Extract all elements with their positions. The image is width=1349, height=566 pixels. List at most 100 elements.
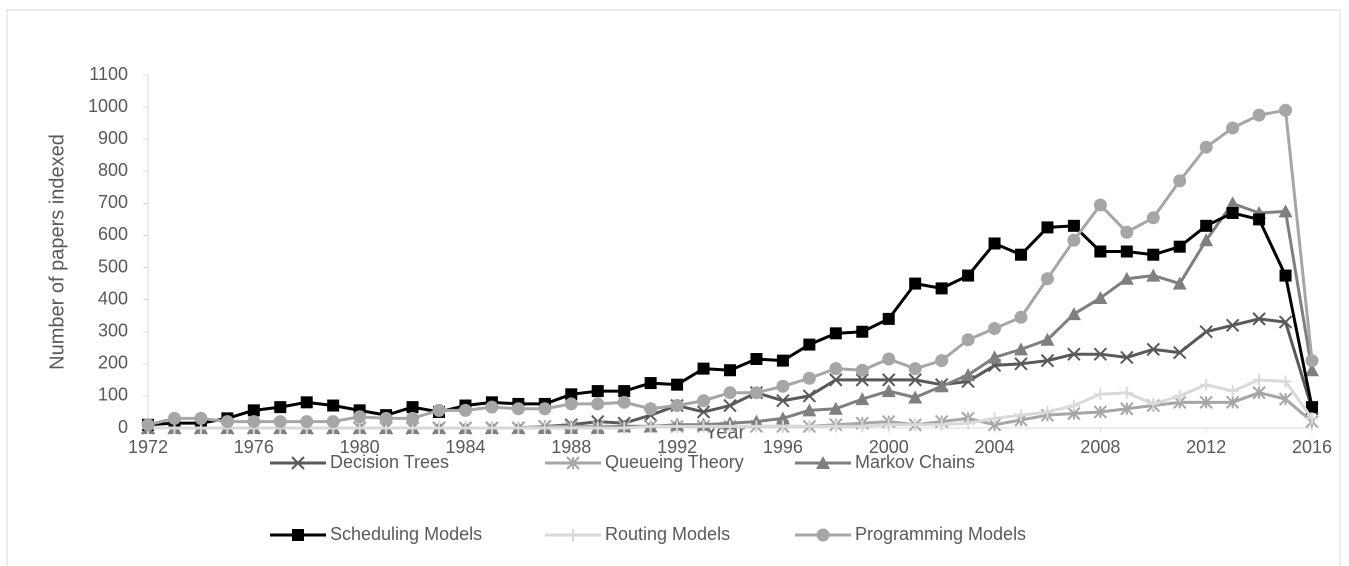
marker-part [406,411,420,425]
marker-part [1200,219,1213,232]
marker [565,388,578,401]
marker [909,277,922,290]
marker [1225,196,1240,210]
marker [406,411,420,425]
marker [1093,347,1108,361]
marker [816,528,830,542]
marker [882,418,895,431]
marker-part [909,277,922,290]
marker-part [816,456,830,469]
marker-part [1067,219,1080,232]
marker [856,325,869,338]
marker [591,397,605,411]
marker [1173,345,1187,360]
x-tick-label: 1980 [340,437,380,457]
marker-part [961,333,975,347]
marker [670,399,684,413]
marker-part [1093,347,1108,361]
marker [962,417,975,430]
x-tick-label: 1976 [234,437,274,457]
marker [935,418,948,431]
marker [1015,248,1027,261]
marker [803,338,816,351]
marker [565,422,578,434]
marker [935,354,949,368]
marker [882,352,896,366]
marker [1014,357,1028,371]
marker-part [749,386,763,400]
marker [1146,342,1160,357]
marker [962,269,975,282]
marker [617,395,631,409]
marker [247,415,261,429]
marker [1305,354,1319,368]
marker [511,402,525,416]
marker-part [644,402,658,416]
marker-part [1093,291,1108,305]
marker-part [988,237,1001,250]
marker [1040,332,1055,346]
marker [723,398,737,413]
marker-part [882,352,896,366]
marker-part [934,379,949,393]
marker [882,312,895,325]
marker [1226,121,1240,135]
marker-part [802,371,816,385]
marker [750,353,763,366]
marker [961,368,976,382]
marker [485,400,499,414]
marker [1041,221,1054,234]
marker-part [1199,325,1213,339]
marker-part [935,282,948,295]
marker [292,529,304,541]
marker-part [1040,353,1055,368]
marker-part [274,401,287,414]
marker [1146,211,1160,225]
marker [1093,291,1108,305]
marker-part [1146,342,1160,357]
legend-label: Routing Models [605,524,730,544]
marker [724,364,736,377]
marker-part [1067,233,1081,247]
marker [934,379,949,393]
marker [1226,385,1239,398]
marker [802,389,817,403]
marker [1199,325,1213,339]
marker [1279,103,1293,117]
y-tick-label: 800 [98,160,128,180]
marker-part [591,385,604,398]
marker [644,420,657,433]
marker [1120,245,1133,258]
marker [141,418,155,432]
marker [1279,269,1292,282]
marker-part [908,390,923,404]
marker-part [591,397,605,411]
marker [803,420,816,433]
marker [273,415,287,429]
marker [1199,140,1213,154]
marker-part [247,415,261,429]
marker [1067,233,1081,247]
marker-part [908,362,922,376]
marker-part [1146,268,1161,282]
marker-part [697,362,710,375]
marker [1093,405,1108,419]
marker-part [1279,269,1292,282]
marker [671,378,684,391]
marker [1225,395,1240,410]
marker-part [1094,245,1107,258]
marker-part [882,312,895,325]
marker [1119,271,1134,285]
marker-part [1199,233,1214,247]
marker [1278,392,1293,406]
marker [988,237,1001,250]
marker [1041,405,1054,418]
marker-part [326,415,340,429]
marker-part [1279,103,1293,117]
x-tick-label: 2012 [1186,437,1226,457]
marker [1199,395,1213,410]
marker [353,410,367,424]
marker-part [379,411,393,425]
marker [1120,225,1134,239]
